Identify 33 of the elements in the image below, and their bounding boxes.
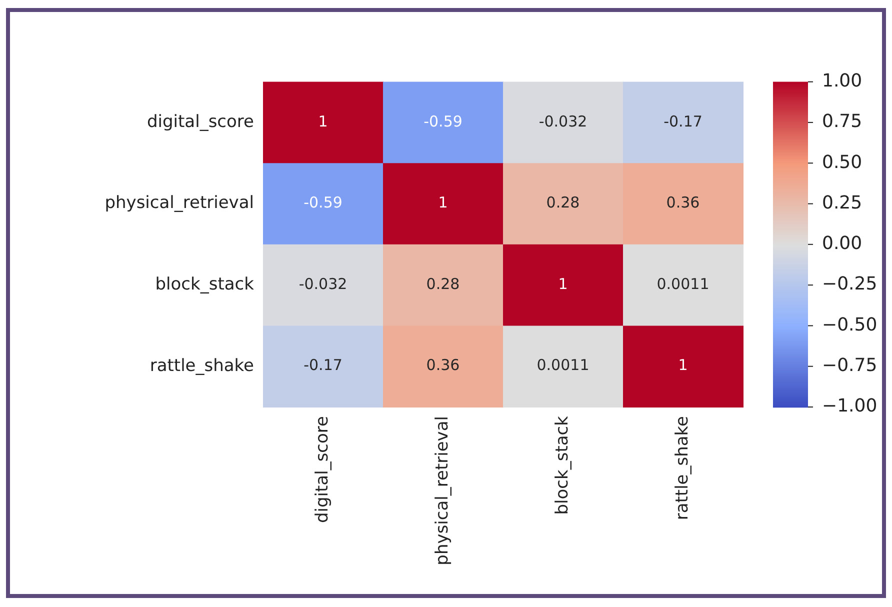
- data-label: 0.36: [666, 194, 700, 212]
- x-tick-label: physical_retrieval: [432, 416, 452, 566]
- data-label: -0.17: [304, 356, 342, 374]
- data-label: 0.36: [426, 356, 460, 374]
- data-label: 0.28: [426, 274, 460, 293]
- x-tick-label: digital_score: [312, 416, 332, 524]
- data-label: -0.59: [304, 194, 342, 212]
- color-bar-label: 0.50: [822, 152, 862, 173]
- data-label: 1: [318, 112, 328, 130]
- color-bar-label: −0.50: [822, 314, 878, 336]
- color-bar-label: −0.25: [822, 274, 878, 295]
- data-label: 1: [678, 356, 688, 374]
- data-label: -0.032: [298, 274, 348, 293]
- data-label: -0.59: [424, 112, 462, 130]
- color-bar-label: 0.25: [822, 192, 862, 214]
- data-label: 0.0011: [536, 356, 590, 374]
- color-bar-label: −1.00: [822, 396, 878, 417]
- y-tick-label: digital_score: [146, 112, 254, 132]
- data-label: 0.0011: [656, 274, 710, 293]
- x-tick-label: rattle_shake: [672, 416, 692, 520]
- data-label: 1: [438, 194, 448, 212]
- color-bar-label: 1.00: [822, 70, 862, 92]
- y-tick-label: physical_retrieval: [104, 193, 254, 214]
- y-tick-label: block_stack: [155, 274, 254, 294]
- x-tick-label: block_stack: [552, 416, 572, 515]
- y-tick-label: rattle_shake: [150, 356, 254, 376]
- data-label: 1: [558, 274, 568, 293]
- data-label: 0.28: [546, 194, 580, 212]
- color-bar-label: 0.75: [822, 111, 862, 132]
- color-bar-label: 0.00: [822, 233, 862, 254]
- data-label: -0.17: [664, 112, 702, 130]
- color-bar-label: −0.75: [822, 355, 878, 376]
- data-label: -0.032: [538, 112, 588, 130]
